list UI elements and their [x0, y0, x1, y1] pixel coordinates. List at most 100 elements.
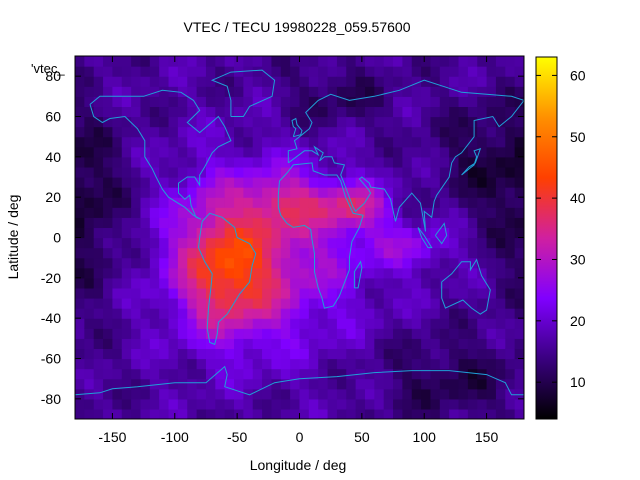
- heatmap-cell: [205, 328, 216, 339]
- heatmap-cell: [495, 136, 506, 148]
- heatmap-cell: [505, 227, 516, 239]
- heatmap-cell: [336, 408, 347, 419]
- heatmap-cell: [84, 96, 95, 108]
- heatmap-cell: [205, 187, 216, 198]
- heatmap-cell: [215, 277, 226, 289]
- heatmap-cell: [393, 368, 403, 380]
- heatmap-cell: [196, 298, 207, 309]
- heatmap-cell: [486, 237, 497, 249]
- heatmap-cell: [103, 247, 114, 259]
- heatmap-cell: [121, 227, 132, 239]
- heatmap-cell: [205, 96, 216, 108]
- heatmap-cell: [187, 86, 198, 97]
- heatmap-cell: [187, 408, 198, 419]
- heatmap-cell: [467, 398, 478, 410]
- heatmap-cell: [336, 86, 347, 97]
- heatmap-cell: [327, 227, 338, 239]
- heatmap-cell: [486, 166, 497, 178]
- heatmap-cell: [234, 328, 244, 339]
- heatmap-cell: [75, 308, 85, 319]
- heatmap-cell: [449, 237, 460, 249]
- heatmap-cell: [514, 348, 524, 360]
- heatmap-cell: [383, 146, 394, 158]
- heatmap-cell: [421, 116, 432, 128]
- heatmap-cell: [168, 398, 179, 410]
- heatmap-cell: [252, 257, 263, 269]
- heatmap-cell: [514, 126, 524, 138]
- heatmap-cell: [168, 287, 179, 299]
- heatmap-cell: [336, 298, 347, 309]
- heatmap-cell: [346, 378, 357, 390]
- heatmap-cell: [374, 277, 385, 289]
- heatmap-cell: [205, 86, 216, 97]
- heatmap-cell: [505, 197, 516, 208]
- heatmap-cell: [103, 126, 114, 138]
- heatmap-cell: [290, 247, 301, 259]
- heatmap-cell: [467, 187, 478, 198]
- heatmap-cell: [205, 408, 216, 419]
- heatmap-cell: [280, 177, 291, 188]
- heatmap-cell: [196, 96, 207, 108]
- heatmap-cell: [224, 388, 235, 400]
- heatmap-cell: [262, 388, 273, 400]
- heatmap-cell: [318, 136, 329, 148]
- heatmap-cell: [421, 237, 432, 249]
- heatmap-cell: [439, 378, 450, 390]
- y-tick-label: -60: [41, 351, 61, 367]
- heatmap-cell: [318, 338, 329, 350]
- heatmap-cell: [336, 136, 347, 148]
- heatmap-cell: [505, 187, 516, 198]
- heatmap-cell: [205, 56, 216, 67]
- heatmap-cell: [168, 177, 179, 188]
- heatmap-cell: [327, 86, 338, 97]
- heatmap-cell: [364, 247, 375, 259]
- y-tick-label: 80: [45, 68, 61, 84]
- heatmap-cell: [243, 86, 254, 97]
- heatmap-cell: [243, 298, 254, 309]
- heatmap-cell: [458, 378, 469, 390]
- heatmap-cell: [514, 76, 524, 87]
- heatmap-cell: [364, 388, 375, 400]
- heatmap-cell: [243, 217, 254, 229]
- heatmap-cell: [374, 86, 385, 97]
- heatmap-cell: [402, 368, 413, 380]
- heatmap-cell: [280, 348, 291, 360]
- heatmap-cell: [383, 308, 394, 319]
- heatmap-cell: [374, 187, 385, 198]
- heatmap-cell: [495, 388, 506, 400]
- heatmap-cell: [75, 86, 85, 97]
- heatmap-cell: [421, 146, 432, 158]
- heatmap-cell: [355, 398, 366, 410]
- heatmap-cell: [177, 277, 188, 289]
- heatmap-cell: [103, 398, 114, 410]
- heatmap-cell: [93, 187, 104, 198]
- heatmap-cell: [393, 66, 403, 77]
- heatmap-cell: [103, 56, 114, 67]
- heatmap-cell: [140, 126, 151, 138]
- heatmap-cell: [421, 257, 432, 269]
- heatmap-cell: [252, 388, 263, 400]
- heatmap-cell: [439, 116, 450, 128]
- heatmap-cell: [336, 328, 347, 339]
- heatmap-cell: [84, 338, 95, 350]
- heatmap-cell: [290, 287, 301, 299]
- heatmap-cell: [112, 207, 123, 218]
- heatmap-cell: [439, 398, 450, 410]
- heatmap-cell: [177, 267, 188, 279]
- heatmap-cell: [121, 247, 132, 259]
- heatmap-cell: [495, 338, 506, 350]
- heatmap-cell: [308, 156, 319, 168]
- heatmap-cell: [224, 136, 235, 148]
- heatmap-cell: [411, 398, 422, 410]
- heatmap-cell: [467, 197, 478, 208]
- heatmap-cell: [346, 177, 357, 188]
- heatmap-cell: [243, 106, 254, 118]
- heatmap-cell: [280, 96, 291, 108]
- heatmap-cell: [374, 106, 385, 118]
- heatmap-cell: [411, 116, 422, 128]
- heatmap-cell: [140, 398, 151, 410]
- heatmap-cell: [393, 106, 403, 118]
- colorbar-tick-label: 50: [570, 129, 586, 145]
- heatmap-cell: [393, 388, 403, 400]
- heatmap-cell: [299, 86, 310, 97]
